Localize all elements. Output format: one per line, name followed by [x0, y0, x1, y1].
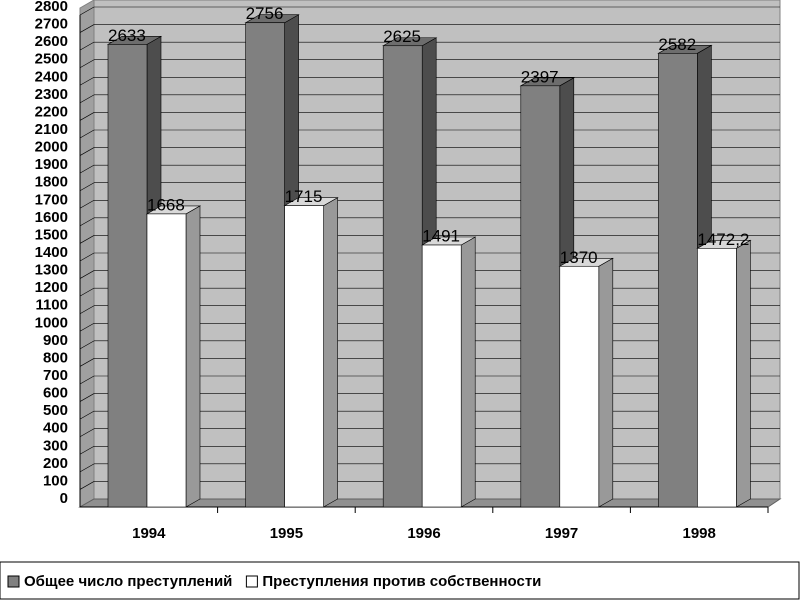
y-tick-label: 100	[43, 472, 68, 489]
y-tick-label: 600	[43, 385, 68, 402]
grid-line-side	[79, 287, 95, 297]
y-tick-label: 1300	[35, 262, 68, 279]
grid-line-side	[79, 164, 95, 174]
grid-line-side	[79, 59, 95, 68]
legend-swatch	[245, 575, 258, 588]
value-label: 1472,2	[697, 230, 749, 249]
grid-line-side	[79, 200, 95, 209]
grid-line-side	[79, 323, 95, 332]
y-tick-label: 2600	[35, 33, 68, 50]
grid-line-side	[79, 463, 95, 473]
grid-line-side	[79, 129, 95, 139]
y-tick-label: 2800	[35, 0, 68, 15]
grid-line-side	[79, 340, 95, 350]
value-label: 2582	[658, 35, 696, 54]
y-tick-label: 1200	[35, 279, 68, 296]
bar-side	[185, 205, 201, 508]
value-label: 1491	[422, 226, 460, 245]
y-tick-label: 500	[43, 402, 68, 419]
bar-side	[460, 236, 476, 508]
legend-label: Общее число преступлений	[24, 573, 232, 590]
value-label: 2756	[246, 4, 284, 23]
x-tick-label: 1998	[683, 525, 716, 542]
y-tick-label: 800	[43, 349, 68, 366]
grid-line-side	[79, 112, 95, 121]
bar	[146, 213, 187, 508]
grid-line-side	[79, 305, 95, 314]
legend-swatch	[7, 575, 20, 588]
y-tick-label: 2000	[35, 139, 68, 156]
y-tick-label: 1100	[35, 297, 68, 314]
y-tick-label: 2500	[35, 51, 68, 68]
grid-line-side	[79, 6, 95, 16]
grid-line-side	[79, 24, 95, 33]
legend-label: Преступления против собственности	[262, 573, 541, 590]
grid-line-side	[79, 182, 95, 191]
y-tick-label: 1400	[35, 244, 68, 261]
y-tick-label: 1800	[35, 174, 68, 191]
bar	[382, 45, 423, 508]
value-label: 1715	[285, 187, 323, 206]
y-tick-label: 300	[43, 437, 68, 454]
y-tick-label: 700	[43, 367, 68, 384]
bar	[284, 205, 324, 508]
value-label: 2633	[108, 26, 146, 45]
y-tick-label: 200	[43, 455, 68, 472]
y-tick-label: 2700	[35, 16, 68, 33]
grid-line-side	[79, 270, 95, 279]
grid-line-side	[79, 77, 95, 86]
grid-line-side	[79, 235, 95, 244]
bar	[421, 244, 462, 508]
value-label: 1370	[560, 248, 598, 267]
y-tick-label: 2400	[35, 68, 68, 85]
y-tick-label: 400	[43, 420, 68, 437]
y-tick-label: 1700	[35, 191, 68, 208]
grid-line-side	[79, 481, 95, 490]
bar	[658, 53, 698, 508]
x-tick-label: 1996	[407, 525, 440, 542]
grid-line-side	[79, 41, 95, 51]
y-tick-label: 900	[43, 332, 68, 349]
grid-line-side	[79, 375, 95, 385]
x-tick-label: 1994	[132, 525, 166, 542]
y-tick-label: 1500	[35, 226, 68, 243]
y-tick-label: 1600	[35, 209, 68, 226]
y-tick-label: 1000	[35, 314, 68, 331]
value-label: 2397	[521, 67, 559, 86]
x-tick-label: 1995	[270, 525, 303, 542]
bar	[107, 44, 148, 508]
y-tick-label: 2300	[35, 86, 68, 103]
y-tick-label: 2100	[35, 121, 68, 138]
y-tick-label: 1900	[35, 156, 68, 173]
bar	[697, 248, 737, 508]
y-tick-label: 0	[60, 490, 68, 507]
value-label: 2625	[383, 27, 421, 46]
bar-side	[736, 239, 751, 508]
y-tick-label: 2200	[35, 103, 68, 120]
legend-box	[0, 561, 800, 600]
grid-line-side	[79, 393, 95, 402]
grid-line-side	[79, 410, 95, 420]
bar	[559, 265, 600, 508]
grid-line-side	[79, 446, 95, 455]
x-tick-label: 1997	[545, 525, 578, 542]
grid-line-side	[79, 428, 95, 437]
grid-line-side	[79, 252, 95, 262]
side-wall	[79, 0, 95, 508]
grid-line-side	[79, 147, 95, 156]
bar	[520, 85, 561, 508]
bar	[245, 22, 285, 508]
grid-line-side	[79, 217, 95, 227]
grid-line-side	[79, 94, 95, 104]
bar-side	[598, 257, 614, 508]
grid-line-side	[79, 358, 95, 367]
bar-side	[323, 197, 338, 508]
value-label: 1668	[147, 195, 185, 214]
